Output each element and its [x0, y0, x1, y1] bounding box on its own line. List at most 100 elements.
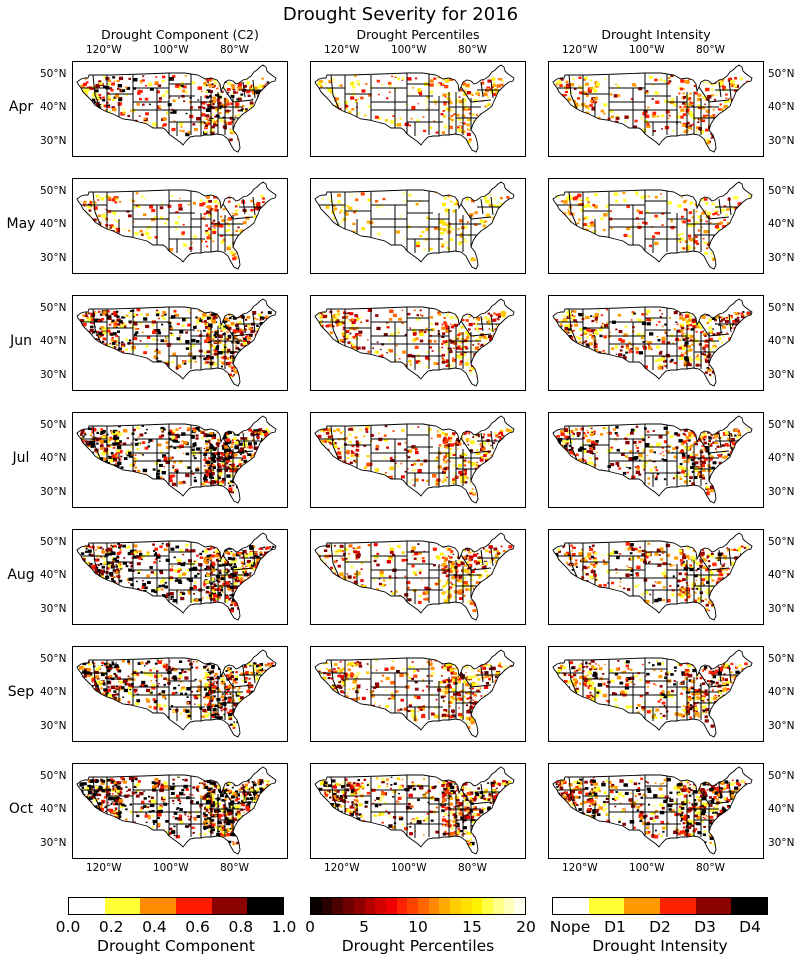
drought-pixel: [205, 440, 208, 443]
drought-pixel: [167, 431, 172, 435]
drought-pixel: [90, 444, 95, 448]
drought-pixel: [250, 475, 254, 478]
drought-pixel: [239, 364, 242, 367]
drought-pixel: [506, 94, 508, 96]
drought-pixel: [170, 456, 174, 459]
us-outline: [76, 298, 277, 387]
drought-pixel: [204, 480, 208, 483]
drought-pixel: [711, 77, 714, 79]
drought-pixel: [99, 229, 102, 232]
drought-pixel: [87, 312, 90, 315]
drought-pixel: [251, 347, 254, 350]
drought-pixel: [636, 194, 639, 196]
drought-pixel: [263, 445, 268, 449]
drought-pixel: [709, 105, 712, 108]
drought-pixel: [205, 442, 208, 445]
drought-pixel: [233, 316, 236, 320]
drought-pixel: [239, 450, 242, 453]
drought-pixel: [133, 470, 137, 473]
drought-pixel: [591, 335, 596, 339]
drought-pixel: [176, 84, 182, 88]
drought-pixel: [212, 432, 215, 434]
drought-pixel: [695, 322, 701, 327]
drought-pixel: [348, 349, 351, 352]
drought-pixel: [207, 441, 210, 443]
drought-pixel: [97, 349, 99, 351]
drought-pixel: [748, 199, 752, 204]
drought-pixel: [211, 480, 215, 483]
drought-pixel: [344, 315, 349, 319]
drought-pixel: [158, 476, 162, 480]
drought-pixel: [180, 85, 184, 88]
drought-pixel: [172, 99, 176, 102]
drought-pixel: [715, 94, 718, 96]
drought-pixel: [228, 490, 233, 493]
drought-pixel: [119, 324, 124, 329]
drought-pixel: [226, 111, 230, 114]
drought-pixel: [680, 122, 683, 124]
drought-pixel: [99, 439, 104, 444]
drought-pixel: [229, 464, 232, 466]
drought-pixel: [399, 117, 402, 120]
drought-pixel: [90, 321, 94, 324]
drought-pixel: [211, 113, 214, 116]
drought-pixel: [90, 325, 94, 329]
drought-pixel: [197, 329, 200, 332]
drought-pixel: [249, 113, 253, 117]
lat-tick-label: 50°N: [768, 68, 795, 80]
drought-pixel: [94, 460, 98, 463]
drought-pixel: [222, 463, 226, 467]
drought-pixel: [113, 357, 116, 360]
drought-pixel: [262, 197, 265, 200]
drought-pixel: [139, 433, 144, 437]
drought-pixel: [213, 123, 218, 127]
drought-pixel: [348, 110, 352, 114]
drought-pixel: [739, 332, 743, 335]
drought-pixel: [734, 257, 737, 260]
drought-pixel: [490, 121, 495, 125]
drought-pixel: [85, 336, 88, 339]
drought-pixel: [217, 108, 221, 111]
drought-pixel: [339, 211, 341, 214]
drought-pixel: [116, 79, 120, 82]
drought-pixel: [208, 432, 211, 434]
drought-pixel: [600, 217, 604, 221]
drought-pixel: [684, 79, 689, 84]
drought-pixel: [240, 311, 243, 314]
drought-pixel: [332, 217, 335, 220]
drought-pixel: [111, 312, 115, 316]
drought-pixel: [735, 312, 740, 316]
drought-pixel: [138, 443, 141, 446]
drought-pixel: [684, 356, 689, 360]
drought-pixel: [225, 438, 231, 442]
drought-pixel: [593, 97, 596, 100]
drought-pixel: [407, 312, 411, 316]
drought-pixel: [108, 458, 113, 463]
drought-pixel: [557, 232, 561, 235]
drought-pixel: [695, 77, 698, 80]
drought-pixel: [624, 115, 629, 119]
drought-pixel: [112, 446, 116, 449]
drought-pixel: [227, 82, 232, 86]
drought-pixel: [265, 428, 269, 431]
drought-pixel: [94, 311, 97, 314]
drought-pixel: [701, 129, 704, 132]
drought-pixel: [505, 333, 508, 337]
drought-pixel: [175, 227, 178, 230]
drought-pixel: [187, 131, 191, 134]
drought-pixel: [211, 452, 216, 456]
drought-pixel: [701, 352, 704, 355]
drought-pixel: [431, 350, 434, 352]
drought-pixel: [95, 194, 100, 198]
drought-pixel: [352, 429, 357, 433]
drought-pixel: [712, 248, 717, 252]
drought-pixel: [204, 450, 209, 454]
drought-pixel: [184, 74, 187, 77]
drought-pixel: [459, 241, 463, 244]
lat-tick-label: 50°N: [40, 419, 67, 431]
drought-pixel: [223, 433, 227, 437]
drought-pixel: [607, 203, 610, 205]
drought-pixel: [250, 466, 254, 470]
drought-pixel: [586, 107, 590, 110]
drought-pixel: [228, 487, 233, 491]
